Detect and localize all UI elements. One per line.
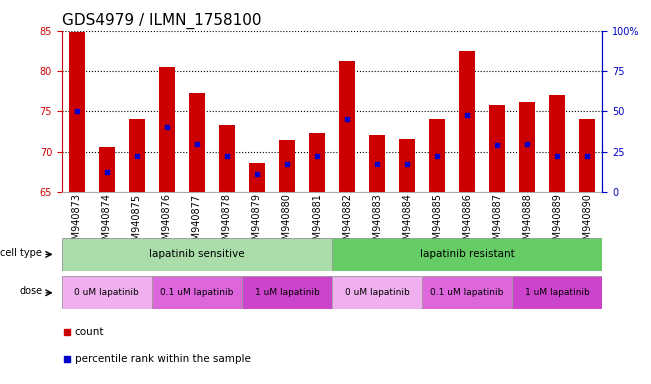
Bar — [489, 105, 505, 192]
Bar — [549, 95, 566, 192]
Text: cell type: cell type — [0, 248, 42, 258]
Bar — [429, 119, 445, 192]
Text: count: count — [75, 327, 104, 337]
Bar — [98, 147, 115, 192]
Bar — [129, 119, 145, 192]
Bar — [279, 141, 296, 192]
Text: 1 uM lapatinib: 1 uM lapatinib — [255, 288, 320, 297]
Bar — [339, 61, 355, 192]
Text: 0.1 uM lapatinib: 0.1 uM lapatinib — [430, 288, 504, 297]
Text: 1 uM lapatinib: 1 uM lapatinib — [525, 288, 590, 297]
Bar — [459, 51, 475, 192]
Bar — [519, 103, 535, 192]
Bar — [219, 125, 235, 192]
Text: 0 uM lapatinib: 0 uM lapatinib — [344, 288, 409, 297]
Text: dose: dose — [19, 286, 42, 296]
Text: 0.1 uM lapatinib: 0.1 uM lapatinib — [160, 288, 234, 297]
Bar — [68, 32, 85, 192]
Text: lapatinib sensitive: lapatinib sensitive — [149, 249, 245, 260]
Text: 0 uM lapatinib: 0 uM lapatinib — [74, 288, 139, 297]
Bar — [309, 133, 326, 192]
Bar — [189, 93, 205, 192]
Text: GDS4979 / ILMN_1758100: GDS4979 / ILMN_1758100 — [62, 13, 261, 29]
Text: lapatinib resistant: lapatinib resistant — [420, 249, 514, 260]
Bar — [368, 135, 385, 192]
Bar — [579, 119, 596, 192]
Bar — [249, 163, 265, 192]
Bar — [399, 139, 415, 192]
Text: percentile rank within the sample: percentile rank within the sample — [75, 354, 251, 364]
Bar — [159, 67, 175, 192]
